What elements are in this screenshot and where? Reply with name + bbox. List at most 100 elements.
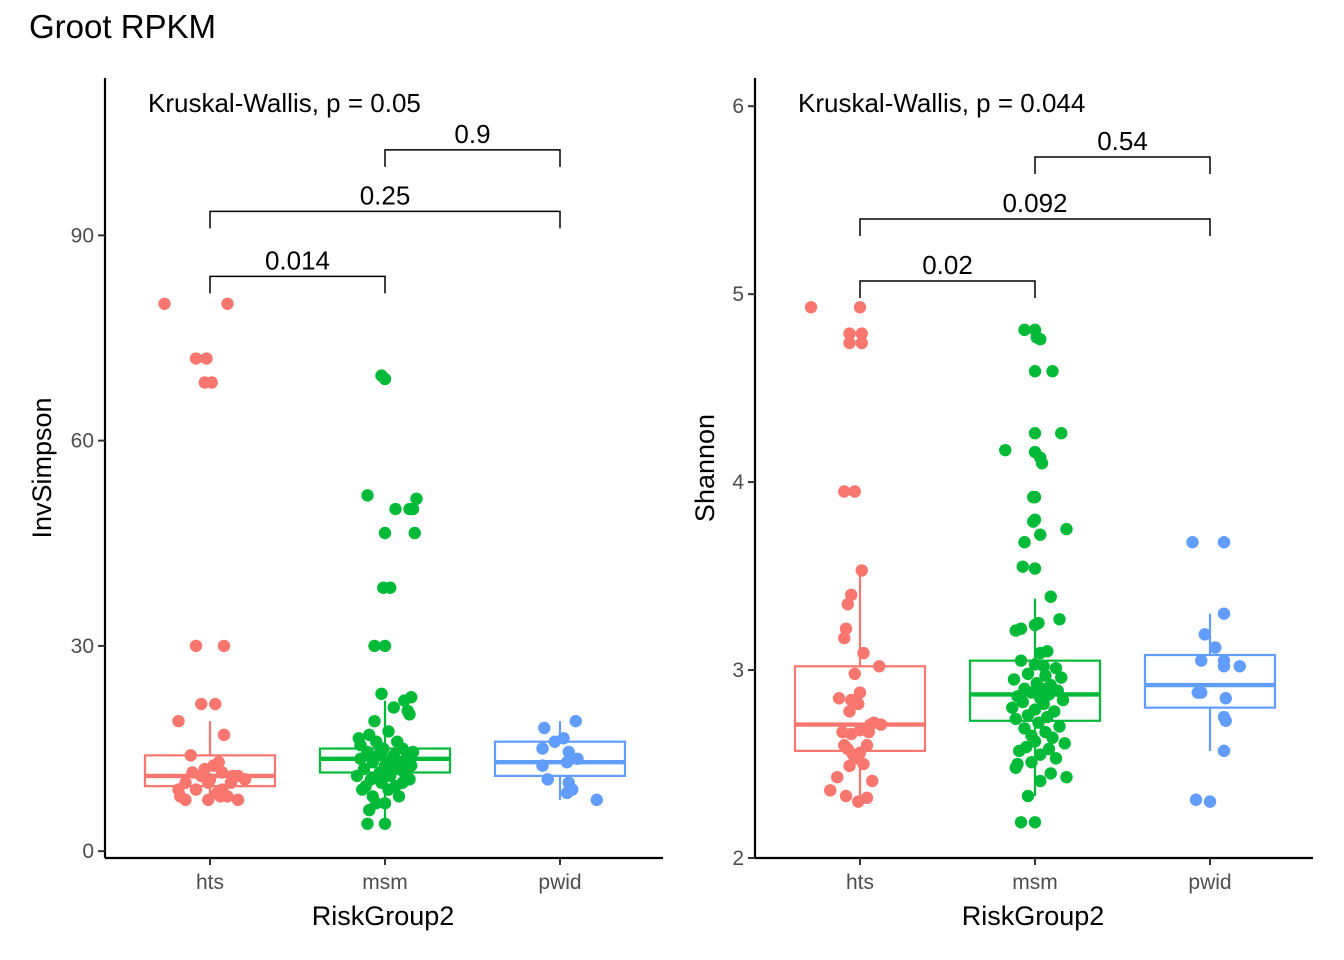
data-point [158,297,171,310]
data-point [1209,641,1222,654]
data-point [1034,748,1047,761]
points-pwid [1186,536,1246,808]
bracket-line [859,280,1036,298]
points-msm [999,323,1073,829]
data-point [350,769,364,783]
data-point [384,769,397,783]
x-tick-label: hts [196,871,224,894]
data-point [853,723,867,737]
data-point [839,622,853,635]
data-point [1034,528,1047,541]
data-point [378,797,392,810]
data-point [1053,613,1066,626]
data-point [857,757,870,771]
x-tick-label: msm [362,871,408,894]
box [1143,653,1277,709]
data-point [368,639,381,653]
data-point [1060,770,1073,784]
points-msm [350,369,423,830]
data-point [1025,755,1038,769]
data-point [368,714,381,728]
points-hts [804,301,888,808]
data-point [221,297,234,310]
data-point [189,639,203,653]
bracket-line [209,275,386,294]
data-point [838,485,851,498]
points-pwid [536,714,603,807]
data-point [231,793,245,807]
data-point [1044,767,1057,780]
x-tick-label: pwid [538,871,581,894]
data-point [843,336,856,350]
data-point [375,687,388,700]
data-point [203,773,217,786]
data-point [569,714,582,728]
data-point [184,749,197,762]
data-point [824,784,837,797]
p-value-label: 0.54 [1097,126,1148,156]
data-point [405,691,418,704]
y-tick-label: 60 [71,430,94,453]
comparison-bracket: 0.54 [1034,126,1211,174]
data-point [848,667,861,681]
data-point [378,372,392,386]
data-point [852,697,865,711]
p-value-label: 0.25 [360,180,411,210]
data-point [378,817,392,830]
data-point [1013,744,1026,758]
data-point [1195,654,1208,667]
data-point [843,705,856,718]
data-point [1032,716,1045,729]
y-tick-label: 2 [732,847,744,870]
comparison-bracket: 0.02 [859,250,1036,298]
data-point [1034,646,1047,660]
data-point [1014,654,1028,667]
data-point [852,795,865,808]
data-point [392,762,406,776]
data-point [1217,744,1231,758]
data-point [536,759,549,772]
data-point [1203,795,1217,808]
data-point [1018,536,1031,549]
y-tick-label: 4 [732,471,744,494]
data-point [855,336,868,350]
data-point [226,769,239,783]
x-axis-label: RiskGroup2 [962,901,1105,931]
kruskal-wallis-label: Kruskal-Wallis, p = 0.05 [148,88,421,118]
data-point [1217,607,1231,620]
data-point [874,718,888,731]
data-point [1009,624,1022,637]
data-point [385,752,399,765]
chart-title: Groot RPKM [29,8,217,45]
data-point [1028,427,1042,440]
data-point [378,526,392,540]
data-point [853,301,867,314]
data-point [853,686,867,699]
data-point [1007,673,1021,686]
data-point [172,714,185,728]
data-point [1009,712,1022,726]
data-point [373,766,386,779]
data-point [403,502,416,516]
data-point [361,489,374,502]
data-point [590,793,603,807]
data-point [562,745,575,759]
x-tick-label: pwid [1188,871,1231,894]
data-point [1039,669,1052,682]
data-point [1044,590,1057,603]
comparison-bracket: 0.25 [209,180,561,229]
bracket-line [1034,156,1211,174]
y-tick-label: 0 [82,840,94,863]
data-point [392,790,406,803]
data-point [873,660,886,673]
data-point [354,752,367,765]
y-tick-label: 3 [732,659,744,682]
bracket-line [209,210,561,229]
data-point [848,485,861,498]
data-point [382,783,395,796]
data-point [195,697,208,711]
y-axis-label: InvSimpson [27,397,57,538]
x-tick-label: msm [1012,871,1058,894]
data-point [1014,816,1028,829]
data-point [557,732,570,745]
